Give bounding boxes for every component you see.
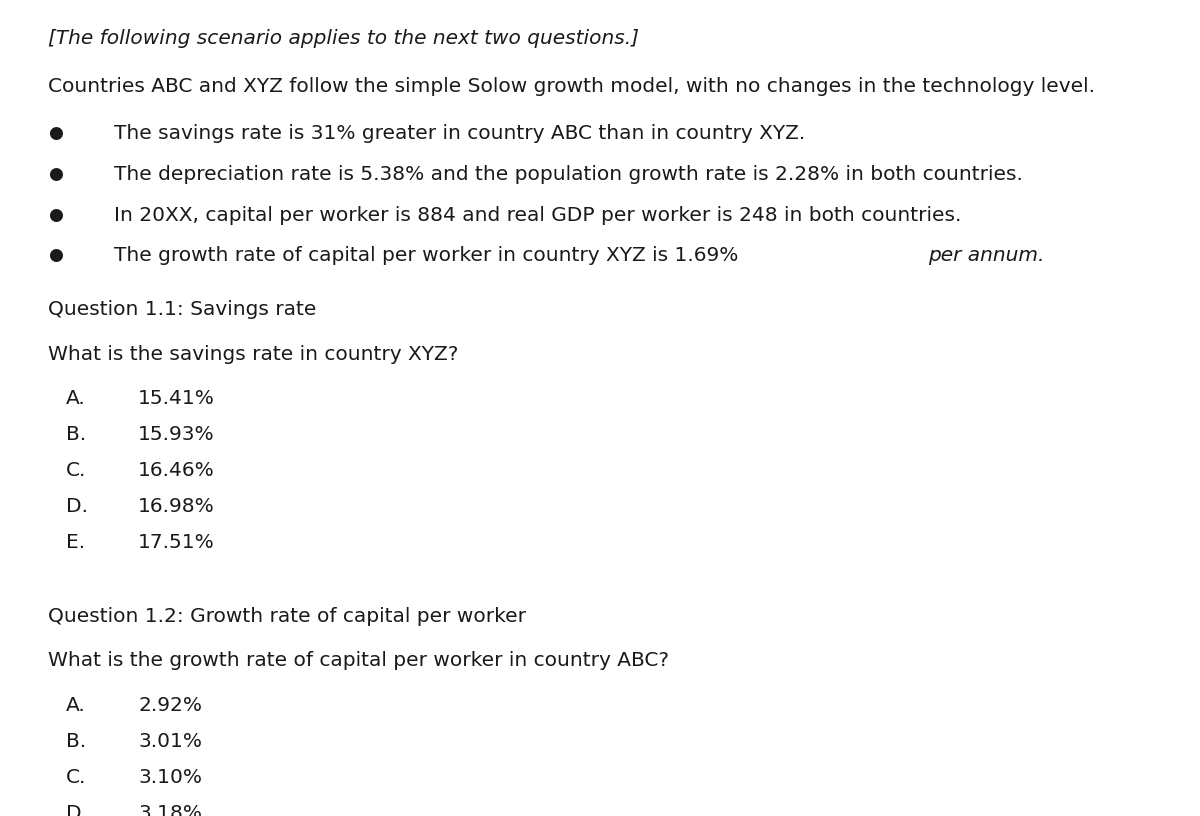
Text: The depreciation rate is 5.38% and the population growth rate is 2.28% in both c: The depreciation rate is 5.38% and the p… [114, 165, 1022, 184]
Text: 17.51%: 17.51% [138, 533, 215, 552]
Text: 3.18%: 3.18% [138, 804, 202, 816]
Text: ●: ● [48, 124, 64, 142]
Text: A.: A. [66, 389, 85, 408]
Text: B.: B. [66, 732, 86, 751]
Text: ●: ● [48, 246, 64, 264]
Text: D.: D. [66, 804, 88, 816]
Text: D.: D. [66, 497, 88, 516]
Text: B.: B. [66, 425, 86, 444]
Text: per annum.: per annum. [928, 246, 1044, 265]
Text: The savings rate is 31% greater in country ABC than in country XYZ.: The savings rate is 31% greater in count… [114, 124, 805, 143]
Text: 2.92%: 2.92% [138, 696, 202, 715]
Text: 3.10%: 3.10% [138, 768, 202, 787]
Text: C.: C. [66, 461, 86, 480]
Text: In 20XX, capital per worker is 884 and real GDP per worker is 248 in both countr: In 20XX, capital per worker is 884 and r… [114, 206, 961, 224]
Text: Question 1.1: Savings rate: Question 1.1: Savings rate [48, 300, 317, 319]
Text: E.: E. [66, 533, 85, 552]
Text: 16.98%: 16.98% [138, 497, 215, 516]
Text: 15.41%: 15.41% [138, 389, 215, 408]
Text: 15.93%: 15.93% [138, 425, 215, 444]
Text: A.: A. [66, 696, 85, 715]
Text: Question 1.2: Growth rate of capital per worker: Question 1.2: Growth rate of capital per… [48, 607, 526, 626]
Text: The growth rate of capital per worker in country XYZ is 1.69%: The growth rate of capital per worker in… [114, 246, 745, 265]
Text: Countries ABC and XYZ follow the simple Solow growth model, with no changes in t: Countries ABC and XYZ follow the simple … [48, 78, 1096, 96]
Text: C.: C. [66, 768, 86, 787]
Text: What is the growth rate of capital per worker in country ABC?: What is the growth rate of capital per w… [48, 651, 670, 670]
Text: 3.01%: 3.01% [138, 732, 202, 751]
Text: 16.46%: 16.46% [138, 461, 215, 480]
Text: ●: ● [48, 165, 64, 183]
Text: [The following scenario applies to the next two questions.]: [The following scenario applies to the n… [48, 29, 640, 47]
Text: What is the savings rate in country XYZ?: What is the savings rate in country XYZ? [48, 344, 458, 363]
Text: ●: ● [48, 206, 64, 224]
